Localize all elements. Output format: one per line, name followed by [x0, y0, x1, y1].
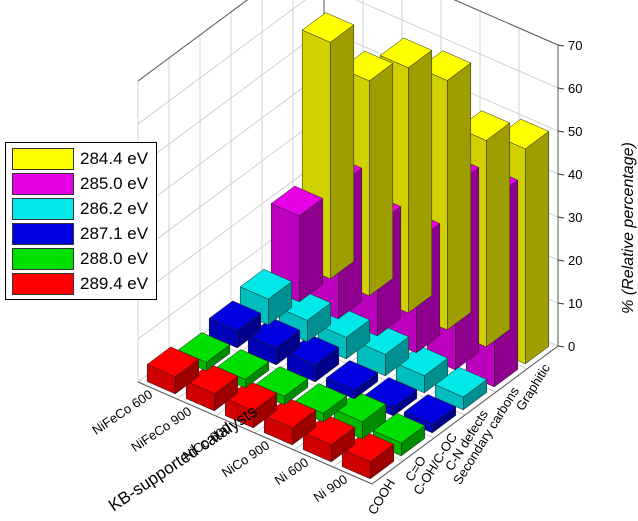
- legend-swatch: [12, 198, 74, 220]
- axis-frame: [137, 381, 373, 485]
- z-tick-label: 50: [568, 124, 582, 139]
- depth-tick-label: Graphitic: [513, 361, 554, 413]
- z-tick-label: 0: [568, 339, 575, 354]
- legend-label: 288.0 eV: [80, 249, 149, 268]
- z-tick-label: 40: [568, 167, 582, 182]
- legend-label: 284.4 eV: [80, 149, 149, 168]
- depth-tick-label: COOH: [365, 476, 398, 517]
- bar-2894eV-ni900: [341, 431, 395, 480]
- bar-2862eV-ni600: [395, 345, 449, 394]
- legend-swatch: [12, 223, 74, 245]
- z-tick-label: 20: [568, 253, 582, 268]
- bar-2871eV-nifeco600: [208, 300, 262, 349]
- legend-item: 289.4 eV: [12, 273, 152, 295]
- z-tick: [557, 130, 565, 133]
- bar-2894eV-nico600: [224, 380, 278, 429]
- bar-2894eV-nifeco600: [146, 346, 200, 395]
- legend-item: 285.0 eV: [12, 173, 152, 195]
- x-tick-label: Ni 600: [272, 455, 312, 488]
- x-tick-label: Ni 900: [311, 472, 351, 505]
- legend-label: 287.1 eV: [80, 224, 149, 243]
- legend-label: 285.0 eV: [80, 174, 149, 193]
- legend-swatch: [12, 173, 74, 195]
- legend-label: 289.4 eV: [80, 274, 149, 293]
- z-tick: [557, 216, 565, 219]
- z-axis-label: % (Relative percentage): [620, 142, 637, 314]
- z-tick-label: 70: [568, 38, 582, 53]
- z-tick: [557, 87, 565, 90]
- bar-2880eV-ni900: [372, 412, 426, 457]
- legend-label: 286.2 eV: [80, 199, 149, 218]
- z-tick: [557, 173, 565, 176]
- legend-item: 284.4 eV: [12, 148, 152, 170]
- chart-legend: 284.4 eV 285.0 eV 286.2 eV 287.1 eV 288.0 eV…: [5, 142, 157, 300]
- legend-item: 286.2 eV: [12, 198, 152, 220]
- legend-item: 287.1 eV: [12, 223, 152, 245]
- z-tick-label: 10: [568, 296, 582, 311]
- legend-swatch: [12, 273, 74, 295]
- z-tick: [557, 259, 565, 262]
- bar-2862eV-nifeco900: [278, 290, 332, 343]
- axis-frame: [371, 345, 559, 485]
- z-tick: [557, 302, 565, 305]
- legend-item: 288.0 eV: [12, 248, 152, 270]
- bar-2871eV-nico900: [325, 360, 379, 400]
- legend-swatch: [12, 148, 74, 170]
- z-tick-label: 60: [568, 81, 582, 96]
- axis-frame: [453, 0, 559, 46]
- bar-2844eV-nifeco600: [301, 12, 355, 280]
- axis-frame: [137, 0, 249, 82]
- legend-swatch: [12, 248, 74, 270]
- x-tick-label: NiCo 900: [219, 438, 272, 481]
- z-tick: [557, 345, 565, 348]
- bar-2862eV-nico600: [317, 307, 371, 360]
- bar-2894eV-ni600: [302, 414, 356, 463]
- chart-bars: [146, 12, 550, 480]
- z-tick-label: 30: [568, 210, 582, 225]
- z-tick: [557, 44, 565, 47]
